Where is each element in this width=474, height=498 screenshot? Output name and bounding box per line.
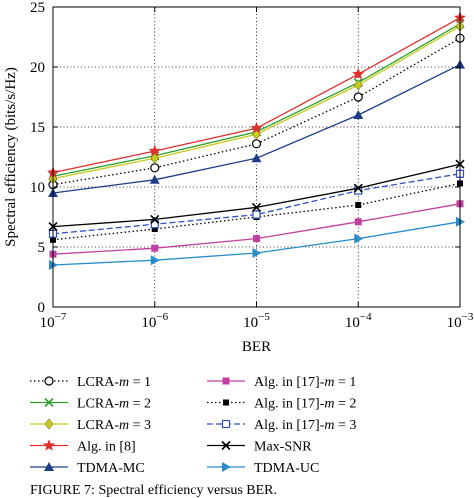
x-tick-label: 10−3 xyxy=(447,311,474,331)
series-5 xyxy=(48,59,465,197)
y-axis-title: Spectral efficiency (bits/s/Hz) xyxy=(3,67,19,247)
point-marker xyxy=(221,440,231,451)
series-10 xyxy=(49,216,465,270)
legend-entry: Alg. in [8] xyxy=(30,439,136,455)
point-marker xyxy=(150,163,160,173)
legend-entry: TDMA-UC xyxy=(207,461,319,476)
y-tick-label: 5 xyxy=(38,240,46,256)
point-marker xyxy=(354,218,362,226)
x-tick-label: 10−6 xyxy=(141,311,168,331)
y-tick-label: 20 xyxy=(30,60,45,76)
point-marker xyxy=(355,202,362,208)
legend-entry: LCRA-m = 2 xyxy=(30,397,151,412)
legend-entry: Max-SNR xyxy=(207,440,312,455)
point-marker xyxy=(352,67,365,80)
x-axis-title: BER xyxy=(242,339,271,355)
axes: 0 5 10 15 20 25 10−7 10−6 10−5 10−4 10−3 xyxy=(30,0,474,331)
figure-caption: FIGURE 7: Spectral efficiency versus BER… xyxy=(30,483,277,498)
x-tick-label: 10−4 xyxy=(345,311,372,331)
point-marker xyxy=(223,399,229,406)
point-marker xyxy=(353,183,363,193)
point-marker xyxy=(151,244,159,252)
legend-entry: LCRA-m = 1 xyxy=(30,375,151,390)
point-marker xyxy=(353,79,363,91)
series-line xyxy=(52,37,461,186)
point-marker xyxy=(251,139,262,149)
point-marker xyxy=(353,110,364,119)
legend-entry: Alg. in [17]-m = 3 xyxy=(207,418,356,433)
series-9 xyxy=(48,159,465,232)
legend-label: TDMA-MC xyxy=(77,461,145,476)
point-marker xyxy=(222,377,230,385)
point-marker xyxy=(44,397,54,408)
point-marker xyxy=(150,152,160,164)
point-marker xyxy=(251,202,262,212)
y-tick-label: 10 xyxy=(30,180,45,196)
legend-label: LCRA-m = 2 xyxy=(77,397,151,412)
point-marker xyxy=(252,210,261,219)
series-layer xyxy=(47,11,466,270)
legend-entry: Alg. in [17]-m = 1 xyxy=(207,375,356,390)
point-marker xyxy=(150,220,159,229)
point-marker xyxy=(150,255,160,266)
point-marker xyxy=(44,462,54,471)
point-marker xyxy=(251,153,262,163)
point-marker xyxy=(353,92,363,102)
legend-label: Max-SNR xyxy=(254,440,312,455)
legend-label: LCRA-m = 3 xyxy=(77,418,151,433)
point-marker xyxy=(354,233,364,244)
point-marker xyxy=(148,144,161,157)
point-marker xyxy=(44,418,54,430)
legend-entry: Alg. in [17]-m = 2 xyxy=(207,397,356,412)
legend-label: Alg. in [17]-m = 3 xyxy=(254,418,356,433)
legend-label: Alg. in [17]-m = 1 xyxy=(254,375,356,390)
legend-entry: LCRA-m = 3 xyxy=(30,418,151,433)
legend-entry: TDMA-MC xyxy=(30,461,145,476)
point-marker xyxy=(221,419,231,429)
series-line xyxy=(52,173,461,235)
legend: LCRA-m = 1 LCRA-m = 2 LCRA-m = 3 Alg. in [8… xyxy=(30,375,356,476)
legend-label: Alg. in [17]-m = 2 xyxy=(254,397,356,412)
legend-label: TDMA-UC xyxy=(254,461,319,476)
point-marker xyxy=(151,226,158,232)
point-marker xyxy=(150,214,160,224)
legend-label: Alg. in [8] xyxy=(77,440,136,455)
legend-label: LCRA-m = 1 xyxy=(77,375,151,390)
point-marker xyxy=(222,462,231,472)
point-marker xyxy=(149,174,160,184)
y-tick-label: 25 xyxy=(30,0,45,16)
y-tick-label: 0 xyxy=(38,300,46,316)
point-marker xyxy=(250,121,263,134)
point-marker xyxy=(43,439,55,451)
point-marker xyxy=(253,235,260,243)
x-tick-label: 10−7 xyxy=(40,311,67,331)
point-marker xyxy=(252,248,262,258)
y-tick-label: 15 xyxy=(30,120,45,136)
point-marker xyxy=(44,376,54,386)
x-tick-label: 10−5 xyxy=(243,311,270,331)
